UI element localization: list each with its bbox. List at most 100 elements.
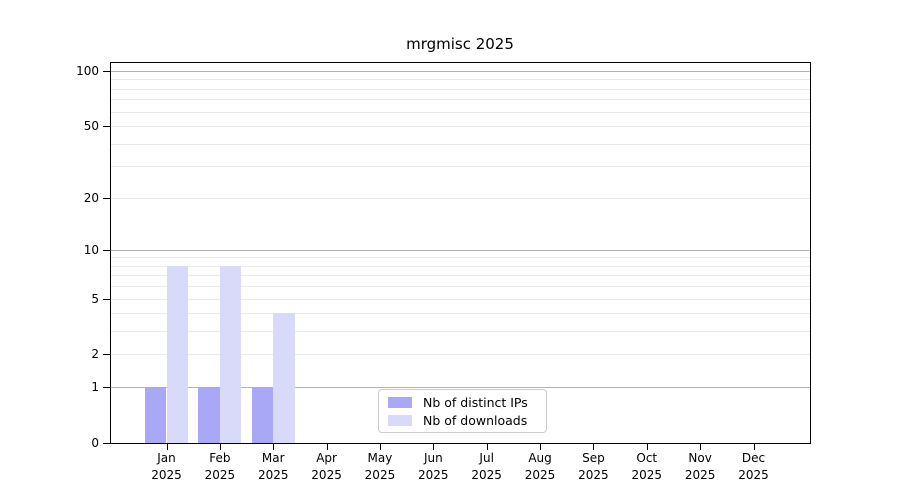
bar-nb-of-distinct-ips-mar [251,387,274,443]
year-label: 2025 [364,468,396,482]
x-axis-tick [700,444,702,450]
gridline-minor [111,298,810,300]
x-axis-tick [433,444,435,450]
month-label: Oct [636,451,658,465]
y-axis-tick [103,354,110,356]
x-axis-tick [540,444,542,450]
spine-top [110,62,811,63]
x-axis-tick-label: Jun 2025 [401,450,465,484]
x-axis-tick [379,444,381,450]
x-axis-tick-label: Apr 2025 [295,450,359,484]
y-axis-tick-label: 1 [91,380,99,395]
x-axis-tick-label: Mar 2025 [241,450,305,484]
spine-right [810,62,811,444]
year-label: 2025 [524,468,556,482]
gridline-minor [111,111,810,113]
gridline-major [111,71,810,73]
gridline-minor [111,275,810,277]
x-axis-tick [486,444,488,450]
bar-nb-of-distinct-ips-jan [145,387,167,443]
x-axis-tick [273,444,275,450]
month-label: Jun [423,451,443,465]
x-axis-tick [753,444,755,450]
x-axis-tick [219,444,221,450]
y-axis-tick [103,126,110,128]
month-label: Dec [741,451,766,465]
month-label: Aug [528,451,552,465]
gridline-minor [111,331,810,333]
gridline-minor [111,354,810,356]
year-label: 2025 [631,468,663,482]
x-axis-tick-label: Jan 2025 [135,450,199,484]
year-label: 2025 [418,468,449,482]
legend-row: Nb of downloads [388,413,537,428]
y-axis-tick [103,71,110,73]
y-axis-tick-label: 5 [91,291,99,306]
gridline-minor [111,265,810,267]
month-label: Apr [316,451,337,465]
x-axis-tick-label: Sep 2025 [561,450,625,484]
x-axis-tick [166,444,168,450]
gridline-minor [111,197,810,199]
gridline-minor [111,313,810,315]
y-axis-tick-label: 0 [91,436,99,450]
month-label: Jan [157,451,176,465]
year-label: 2025 [471,468,502,482]
year-label: 2025 [738,468,769,482]
year-label: 2025 [257,468,289,482]
y-axis-tick [103,197,110,199]
spine-bottom [110,443,811,444]
y-axis-tick-label: 50 [83,119,99,134]
month-label: Nov [688,451,712,465]
legend: Nb of distinct IPs Nb of downloads [378,389,547,433]
bar-nb-of-downloads-mar [273,313,295,443]
x-axis-tick [646,444,648,450]
gridline-minor [111,143,810,145]
bar-nb-of-downloads-feb [219,265,242,443]
legend-label-downloads: Nb of downloads [423,412,528,428]
month-label: Feb [209,451,231,465]
month-label: May [367,451,393,465]
chart-title: mrgmisc 2025 [406,35,514,53]
legend-label-distinct-ips: Nb of distinct IPs [423,394,528,410]
gridline-minor [111,166,810,168]
gridline-minor [111,79,810,81]
y-axis-tick-label: 2 [91,347,99,362]
year-label: 2025 [311,468,342,482]
bar-nb-of-distinct-ips-feb [198,387,220,443]
year-label: 2025 [204,468,236,482]
y-axis-tick [103,249,110,251]
gridline-minor [111,126,810,128]
x-axis-tick-label: Oct 2025 [615,450,679,484]
y-axis-tick [103,387,110,389]
gridline-major [111,387,810,389]
legend-swatch-downloads [388,414,412,426]
gridline-minor [111,99,810,101]
y-axis-tick [103,298,110,300]
x-axis-tick-label: Nov 2025 [668,450,732,484]
spine-left [110,62,111,444]
x-axis-tick-label: Feb 2025 [188,450,252,484]
legend-row: Nb of distinct IPs [388,395,537,410]
month-label: Sep [582,451,605,465]
x-axis-tick [593,444,595,450]
x-axis-tick-label: Dec 2025 [722,450,786,484]
legend-swatch-distinct-ips [388,396,412,408]
month-label: Jul [479,451,494,465]
x-axis-tick-label: Aug 2025 [508,450,572,484]
bar-nb-of-downloads-jan [166,265,188,443]
y-axis-tick-label: 100 [76,64,99,79]
year-label: 2025 [151,468,182,482]
x-axis-tick-label: Jul 2025 [455,450,519,484]
gridline-minor [111,257,810,259]
y-axis-tick-label: 10 [83,242,99,257]
x-axis-tick-label: May 2025 [348,450,412,484]
gridline-minor [111,88,810,90]
x-axis-tick [326,444,328,450]
y-axis-tick-label: 20 [83,190,99,205]
year-label: 2025 [578,468,609,482]
year-label: 2025 [684,468,716,482]
month-label: Mar [261,451,285,465]
gridline-minor [111,286,810,288]
